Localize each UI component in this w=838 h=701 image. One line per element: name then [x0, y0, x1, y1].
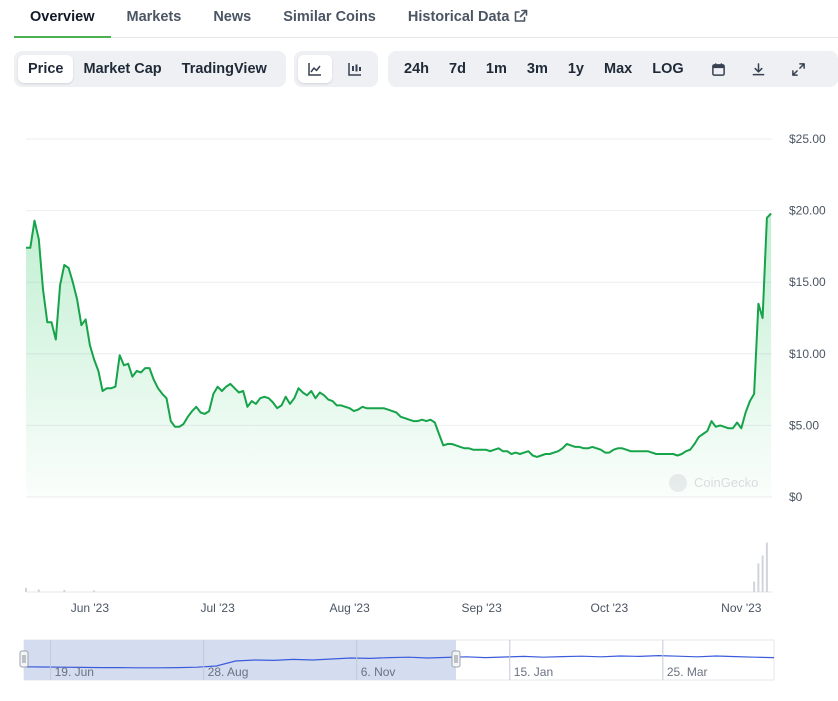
top-tab-bar: Overview Markets News Similar Coins Hist… [14, 0, 838, 38]
watermark-text: CoinGecko [694, 475, 758, 490]
expand-icon[interactable] [782, 55, 816, 83]
range-1m-button[interactable]: 1m [485, 61, 507, 77]
x-tick-label: Sep '23 [461, 601, 502, 615]
price-chart[interactable]: $25.00 $20.00 $15.00 $10.00 $5.00 $0 CoinGeck… [0, 100, 838, 620]
navigator-right-handle[interactable] [451, 650, 461, 668]
y-tick-label: $15.00 [789, 275, 826, 289]
download-icon[interactable] [742, 55, 776, 83]
navigator-left-handle[interactable] [19, 650, 29, 668]
y-tick-label: $25.00 [789, 132, 826, 146]
tab-markets[interactable]: Markets [126, 9, 182, 25]
navigator-selection[interactable] [24, 640, 456, 680]
range-3m-button[interactable]: 3m [526, 61, 548, 77]
navigator-tick-label: 28. Aug [208, 665, 249, 679]
range-max-button[interactable]: Max [604, 61, 633, 77]
tab-overview[interactable]: Overview [14, 0, 111, 38]
x-tick-label: Jul '23 [200, 601, 235, 615]
navigator-tick-label: 19. Jun [55, 665, 94, 679]
price-line [26, 212, 772, 458]
y-tick-label: $5.00 [789, 418, 819, 432]
range-group: 24h 7d 1m 3m 1y Max LOG [388, 51, 838, 87]
x-tick-label: Aug '23 [329, 601, 370, 615]
log-scale-button[interactable]: LOG [652, 61, 684, 77]
price-area-fill [26, 213, 772, 497]
volume-bar [757, 563, 760, 592]
navigator-tick-label: 6. Nov [361, 665, 396, 679]
tradingview-button[interactable]: TradingView [181, 61, 267, 77]
volume-bar [37, 589, 40, 592]
x-tick-label: Nov '23 [721, 601, 762, 615]
line-chart-icon[interactable] [298, 55, 332, 83]
x-tick-label: Oct '23 [591, 601, 629, 615]
range-7d-button[interactable]: 7d [449, 61, 466, 77]
x-tick-label: Jun '23 [71, 601, 110, 615]
chart-view-group [294, 51, 378, 87]
volume-bar [25, 587, 27, 592]
volume-bar [753, 581, 756, 592]
range-24h-button[interactable]: 24h [404, 61, 429, 77]
external-link-icon [514, 2, 528, 36]
volume-bar [93, 590, 96, 592]
candlestick-chart-icon[interactable] [338, 55, 372, 83]
calendar-icon[interactable] [702, 55, 736, 83]
price-button[interactable]: Price [18, 55, 74, 83]
navigator-tick-label: 15. Jan [514, 665, 553, 679]
range-navigator[interactable]: 19. Jun 28. Aug 6. Nov 15. Jan 25. Mar [0, 628, 838, 694]
volume-bar [63, 589, 66, 592]
y-tick-label: $0 [789, 490, 803, 504]
tab-historical-data-label: Historical Data [407, 9, 510, 25]
tab-news[interactable]: News [213, 9, 252, 25]
navigator-line [23, 654, 775, 669]
navigator-tick-label: 25. Mar [667, 665, 708, 679]
market-cap-button[interactable]: Market Cap [83, 61, 162, 77]
y-tick-label: $20.00 [789, 204, 826, 218]
y-tick-label: $10.00 [789, 347, 826, 361]
range-1y-button[interactable]: 1y [567, 61, 584, 77]
volume-bar [765, 542, 768, 592]
coingecko-watermark: CoinGecko [669, 474, 758, 492]
tab-similar-coins[interactable]: Similar Coins [283, 9, 376, 25]
chart-type-group: Price Market Cap TradingView [14, 51, 286, 87]
tab-historical-data[interactable]: Historical Data [392, 0, 545, 37]
volume-bar [761, 555, 764, 592]
